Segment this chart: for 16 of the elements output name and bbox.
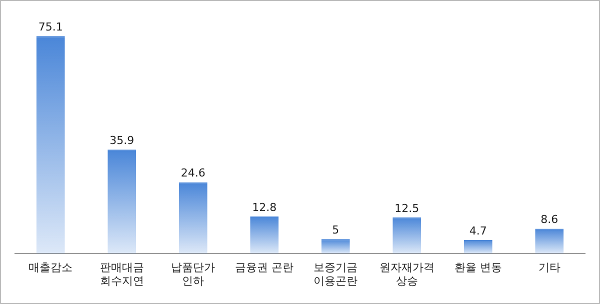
x-tick-label: 금융권 곤란 xyxy=(235,261,294,274)
data-label: 24.6 xyxy=(180,166,206,180)
x-tick-label: 판매대금 회수지연 xyxy=(100,261,144,288)
x-tick-label: 기타 xyxy=(538,261,560,274)
data-label: 75.1 xyxy=(38,20,63,34)
x-tick-label: 환율 변동 xyxy=(454,261,502,274)
x-tick-label: 보증기금 이용곤란 xyxy=(314,261,358,288)
data-label: 5 xyxy=(332,223,340,236)
x-tick-label: 납품단가 인하 xyxy=(171,261,216,288)
data-label: 8.6 xyxy=(540,213,558,226)
x-tick-label: 매출감소 xyxy=(28,261,73,274)
x-tick-label: 원자재가격 상승 xyxy=(379,261,434,288)
data-label: 35.9 xyxy=(110,134,134,148)
data-label: 12.5 xyxy=(394,202,420,215)
data-label: 12.8 xyxy=(252,200,277,214)
data-label: 4.7 xyxy=(469,224,487,238)
